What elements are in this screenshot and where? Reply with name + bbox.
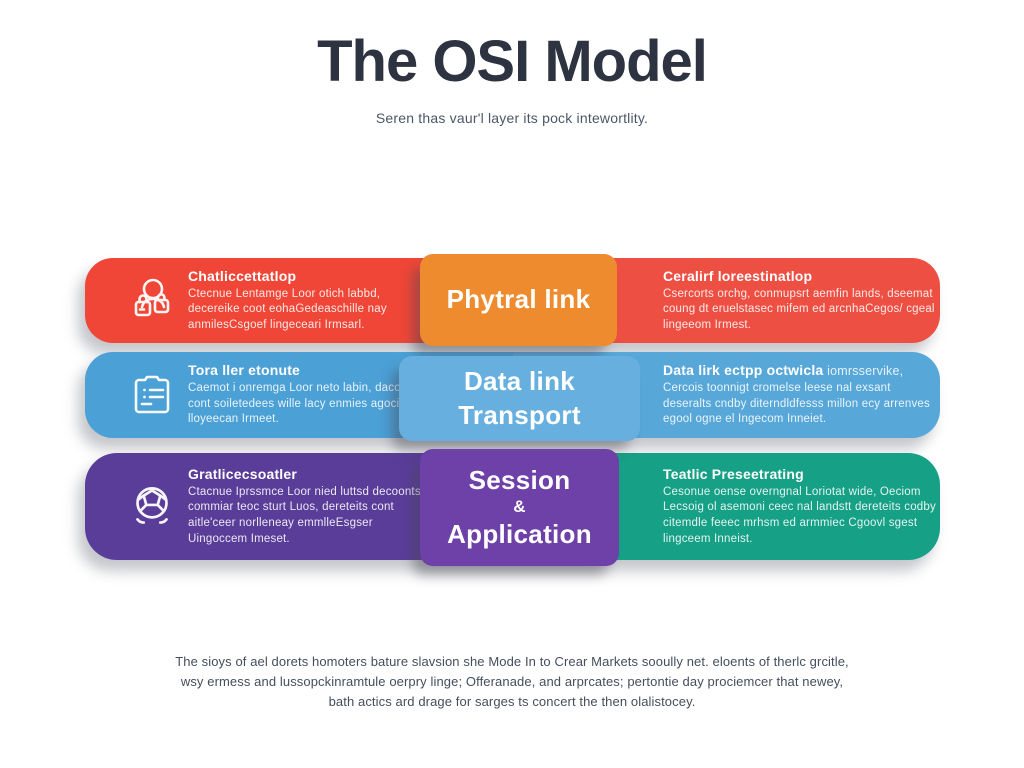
layer-card-text: Gratlicecsoatler Ctacnue Iprssmce Loor n… [188,453,430,560]
heading-bold: Data lirk ectpp octwicla [663,362,824,379]
layer-label: Session [468,464,571,495]
heading-bold: Teatlic Preseetrating [663,465,804,482]
footer-line: wsy ermess and lussopckinramtule oerpry … [180,674,844,690]
layer-label: Data link [463,365,576,396]
layer-card-text: Tora ller etonute Caemot i onremga Loor … [188,352,430,438]
footer-line: The sioys of ael dorets homoters bature … [175,654,849,669]
layer-card-body: Cesonue oense overngnal Loriotat wide, O… [663,485,936,545]
layer-card-heading: Gratlicecsoatler [188,465,298,482]
layer-card-heading: Chatliccettatlop [188,267,297,284]
user-lock-icon [120,258,184,343]
layer-card-body: Csercorts orchg, conmupsrt aemfin lands,… [663,287,935,331]
footer-caption: The sioys of ael dorets homoters bature … [0,652,1024,712]
center-layer-box-session-application: Session & Application [420,449,619,566]
layer-label: Transport [458,399,581,430]
layer-card-body: Ctacnue Iprssmce Loor nied luttsd decoon… [188,485,421,545]
page-subtitle: Seren thas vaur'l layer its pock intewor… [375,110,649,126]
layer-card-heading: Teatlic Preseetrating [663,466,941,482]
heading-light: iomrsservike, [823,364,904,379]
layer-label-ampersand: & [513,497,526,517]
layer-card-body: Cercois toonnigt cromelse leese nal exsa… [663,382,930,426]
layer-label: Application [447,518,592,549]
layer-card-text: Chatliccettatlop Ctecnue Lentamge Loor o… [188,258,430,343]
layer-card-text: Data lirk ectpp octwicla iomrsservike, C… [663,352,941,438]
layer-card-heading: Data lirk ectpp octwicla iomrsservike, [663,362,941,378]
layer-card-body: Ctecnue Lentamge Loor otich labbd, decer… [188,287,387,331]
network-globe-icon [120,453,184,560]
layer-label: Phytral link [446,284,591,315]
layer-card-heading: Ceralirf loreestinatlop [663,268,941,284]
layer-card-text: Teatlic Preseetrating Cesonue oense over… [663,453,941,560]
layer-card-text: Ceralirf loreestinatlop Csercorts orchg,… [663,258,941,343]
heading-bold: Ceralirf loreestinatlop [663,267,813,284]
clipboard-list-icon [120,352,184,438]
footer-line: bath actics ard drage for sarges ts conc… [328,694,696,710]
center-layer-box-physical: Phytral link [420,254,617,346]
layer-card-body: Caemot i onremga Loor neto labin, dacche… [188,382,426,426]
page-title: The OSI Model [317,29,708,94]
layer-card-heading: Tora ller etonute [188,362,301,379]
center-layer-box-datalink-transport: Data link Transport [399,356,640,441]
